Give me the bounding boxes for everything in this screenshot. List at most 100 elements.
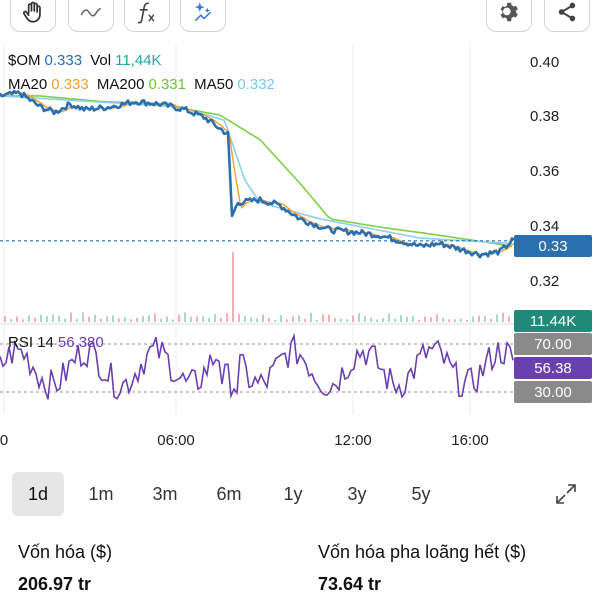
volume-bar bbox=[142, 316, 144, 322]
legend-ma20-value: 0.333 bbox=[51, 76, 89, 93]
range-5y[interactable]: 5y bbox=[411, 483, 431, 504]
chart-canvas[interactable] bbox=[0, 44, 600, 454]
gear-icon[interactable] bbox=[486, 0, 532, 32]
legend-vol-value: 11,44K bbox=[115, 52, 162, 69]
volume-bar bbox=[400, 315, 402, 322]
legend-ma200-value: 0.331 bbox=[148, 76, 186, 93]
y-tick: 0.34 bbox=[530, 218, 560, 235]
diluted-cap-label: Vốn hóa pha loãng hết ($) bbox=[318, 542, 527, 562]
volume-bar bbox=[430, 317, 432, 322]
range-1d[interactable]: 1d bbox=[12, 472, 64, 516]
rsi-legend: RSI 14 56.380 bbox=[8, 334, 108, 351]
volume-bar bbox=[88, 316, 90, 322]
rsi-lower-badge: 30.00 bbox=[514, 381, 592, 403]
legend-row-ma: MA20 0.333 MA200 0.331 MA50 0.332 bbox=[8, 76, 279, 93]
price-chart[interactable]: $OM 0.333 Vol 11,44K MA20 0.333 MA200 0.331 … bbox=[0, 44, 600, 454]
volume-bar bbox=[76, 319, 78, 322]
hand-icon[interactable] bbox=[10, 0, 56, 32]
volume-bar bbox=[22, 319, 24, 322]
volume-bar bbox=[376, 319, 378, 322]
volume-bar bbox=[28, 315, 30, 322]
volume-bar bbox=[346, 319, 348, 322]
volume-bar bbox=[196, 316, 198, 322]
share-icon[interactable] bbox=[544, 0, 590, 32]
volume-bar bbox=[52, 314, 54, 322]
range-1y[interactable]: 1y bbox=[283, 483, 303, 504]
legend-symbol: $OM bbox=[8, 52, 41, 69]
x-tick: 06:00 bbox=[157, 432, 195, 449]
volume-bar bbox=[340, 318, 342, 322]
range-6m[interactable]: 6m bbox=[216, 483, 242, 504]
volume-bar bbox=[118, 318, 120, 322]
diluted-cap-value: 73.64 tr bbox=[318, 574, 382, 594]
volume-bar bbox=[436, 314, 438, 322]
volume-bar bbox=[394, 318, 396, 322]
volume-bar bbox=[208, 317, 210, 322]
y-tick: 0.36 bbox=[530, 163, 560, 180]
volume-bar bbox=[298, 315, 300, 322]
volume-bar bbox=[442, 317, 444, 322]
volume-bar bbox=[334, 318, 336, 322]
wave-icon[interactable] bbox=[68, 0, 114, 32]
range-3m[interactable]: 3m bbox=[152, 483, 178, 504]
x-tick: 12:00 bbox=[334, 432, 372, 449]
volume-bar bbox=[262, 314, 264, 322]
volume-bar bbox=[502, 312, 504, 322]
volume-bar bbox=[124, 317, 126, 322]
volume-bar bbox=[406, 316, 408, 322]
volume-bar bbox=[136, 318, 138, 322]
rsi-line bbox=[0, 332, 514, 400]
price-badge: 0.33 bbox=[514, 235, 592, 257]
x-tick: 0 bbox=[0, 432, 9, 449]
rsi-upper-badge: 70.00 bbox=[514, 333, 592, 355]
price-line bbox=[0, 89, 515, 259]
volume-bar bbox=[466, 319, 468, 322]
volume-bar bbox=[160, 318, 162, 322]
volume-bar bbox=[10, 319, 12, 322]
volume-bar bbox=[178, 314, 180, 322]
volume-bar bbox=[244, 315, 246, 322]
legend-ma20-label: MA20 bbox=[8, 76, 48, 93]
legend-ma50-value: 0.332 bbox=[237, 76, 275, 93]
volume-bar bbox=[214, 314, 216, 322]
volume-bar bbox=[286, 319, 288, 322]
volume-bar bbox=[256, 318, 258, 322]
rsi-legend-value: 56.380 bbox=[57, 334, 104, 351]
volume-bar bbox=[232, 252, 234, 322]
legend-price-value: 0.333 bbox=[44, 52, 83, 69]
function-icon[interactable] bbox=[124, 0, 170, 32]
volume-bar bbox=[58, 315, 60, 322]
volume-bar bbox=[460, 318, 462, 322]
volume-bar bbox=[316, 319, 318, 322]
volume-bar bbox=[154, 313, 156, 322]
volume-bar bbox=[478, 315, 480, 322]
expand-icon[interactable] bbox=[554, 482, 578, 506]
legend-row-price: $OM 0.333 Vol 11,44K bbox=[8, 52, 166, 69]
ai-sparkle-icon[interactable] bbox=[180, 0, 226, 32]
volume-bar bbox=[328, 314, 330, 322]
volume-bar bbox=[424, 316, 426, 322]
ma20-line bbox=[0, 91, 515, 256]
volume-bar bbox=[238, 314, 240, 322]
volume-bar bbox=[412, 316, 414, 322]
range-selector: 1d 1m 3m 6m 1y 3y 5y bbox=[12, 472, 588, 516]
volume-bar bbox=[190, 316, 192, 322]
volume-bar bbox=[16, 316, 18, 322]
range-3y[interactable]: 3y bbox=[347, 483, 367, 504]
volume-bar bbox=[82, 312, 84, 322]
volume-bar bbox=[364, 316, 366, 322]
volume-bar bbox=[448, 319, 450, 322]
volume-bar bbox=[322, 314, 324, 322]
volume-bar bbox=[106, 316, 108, 322]
chart-toolbar bbox=[0, 0, 600, 36]
volume-bar bbox=[418, 319, 420, 322]
volume-bar bbox=[94, 314, 96, 322]
volume-bar bbox=[46, 316, 48, 322]
volume-bar bbox=[112, 315, 114, 322]
volume-bar bbox=[490, 319, 492, 322]
volume-bar bbox=[388, 313, 390, 322]
ma200-line bbox=[0, 95, 513, 248]
range-1m[interactable]: 1m bbox=[88, 483, 114, 504]
volume-badge: 11.44K bbox=[514, 310, 592, 332]
volume-bar bbox=[274, 319, 276, 322]
